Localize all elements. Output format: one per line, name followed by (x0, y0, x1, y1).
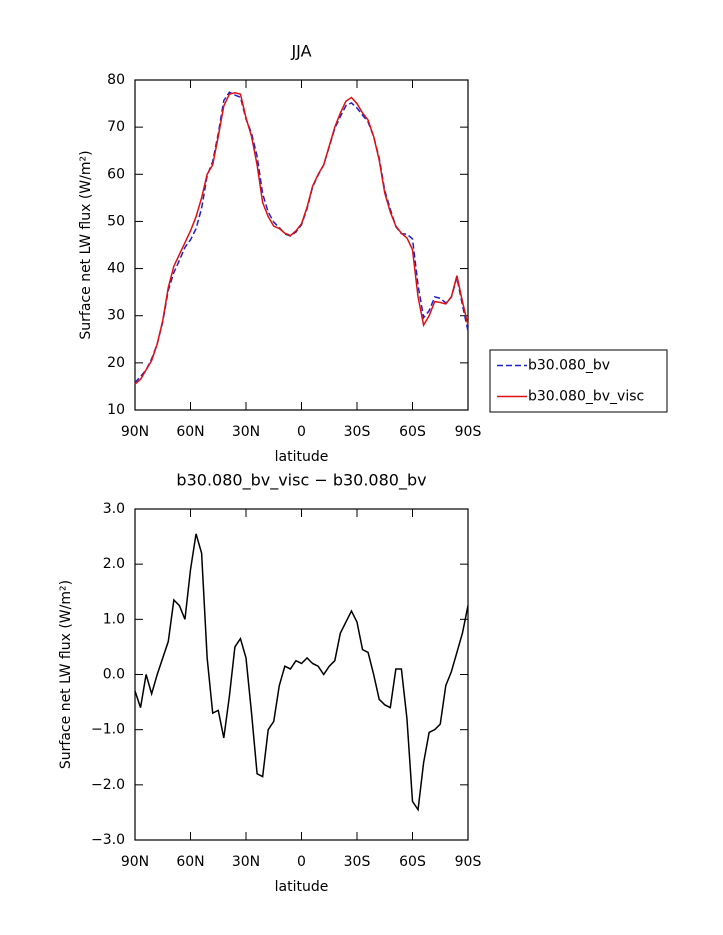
x-tick-label: 60S (399, 854, 426, 870)
x-tick-label: 30S (344, 854, 371, 870)
y-tick-label: −2.0 (91, 777, 125, 793)
y-tick-label: 60 (107, 166, 125, 182)
y-tick-label: 3.0 (103, 501, 125, 517)
x-tick-label: 90N (121, 424, 149, 440)
x-axis-label: latitude (275, 879, 329, 895)
series-line (134, 533, 469, 812)
chart-title: b30.080_bv_visc − b30.080_bv (176, 471, 426, 491)
y-tick-label: 30 (107, 308, 125, 324)
y-tick-label: 50 (107, 213, 125, 229)
y-tick-label: −3.0 (91, 832, 125, 848)
y-tick-label: −1.0 (91, 722, 125, 738)
x-tick-label: 30S (344, 424, 371, 440)
y-axis-label: Surface net LW flux (W/m²) (78, 150, 94, 339)
x-tick-label: 30N (232, 854, 260, 870)
x-tick-label: 60N (176, 854, 204, 870)
plot-frame (134, 508, 469, 841)
x-tick-label: 90S (455, 424, 482, 440)
x-tick-label: 90S (455, 854, 482, 870)
y-axis-label: Surface net LW flux (W/m²) (58, 580, 74, 769)
legend-label: b30.080_bv (528, 358, 610, 374)
series-line (134, 91, 469, 384)
y-tick-label: 0.0 (103, 667, 125, 683)
x-tick-label: 0 (297, 854, 306, 870)
x-tick-label: 60N (176, 424, 204, 440)
legend-label: b30.080_bv_visc (528, 389, 644, 405)
chart-title: JJA (290, 42, 311, 61)
y-tick-label: 10 (107, 402, 125, 418)
x-axis-label: latitude (275, 449, 329, 465)
y-tick-label: 80 (107, 72, 125, 88)
y-tick-label: 70 (107, 119, 125, 135)
legend-box (489, 349, 668, 413)
x-tick-label: 30N (232, 424, 260, 440)
plot-frame (134, 79, 469, 411)
x-tick-label: 60S (399, 424, 426, 440)
y-tick-label: 1.0 (103, 611, 125, 627)
y-tick-label: 20 (107, 355, 125, 371)
y-tick-label: 40 (107, 261, 125, 277)
y-tick-label: 2.0 (103, 556, 125, 572)
x-tick-label: 90N (121, 854, 149, 870)
series-line (134, 91, 469, 385)
x-tick-label: 0 (297, 424, 306, 440)
